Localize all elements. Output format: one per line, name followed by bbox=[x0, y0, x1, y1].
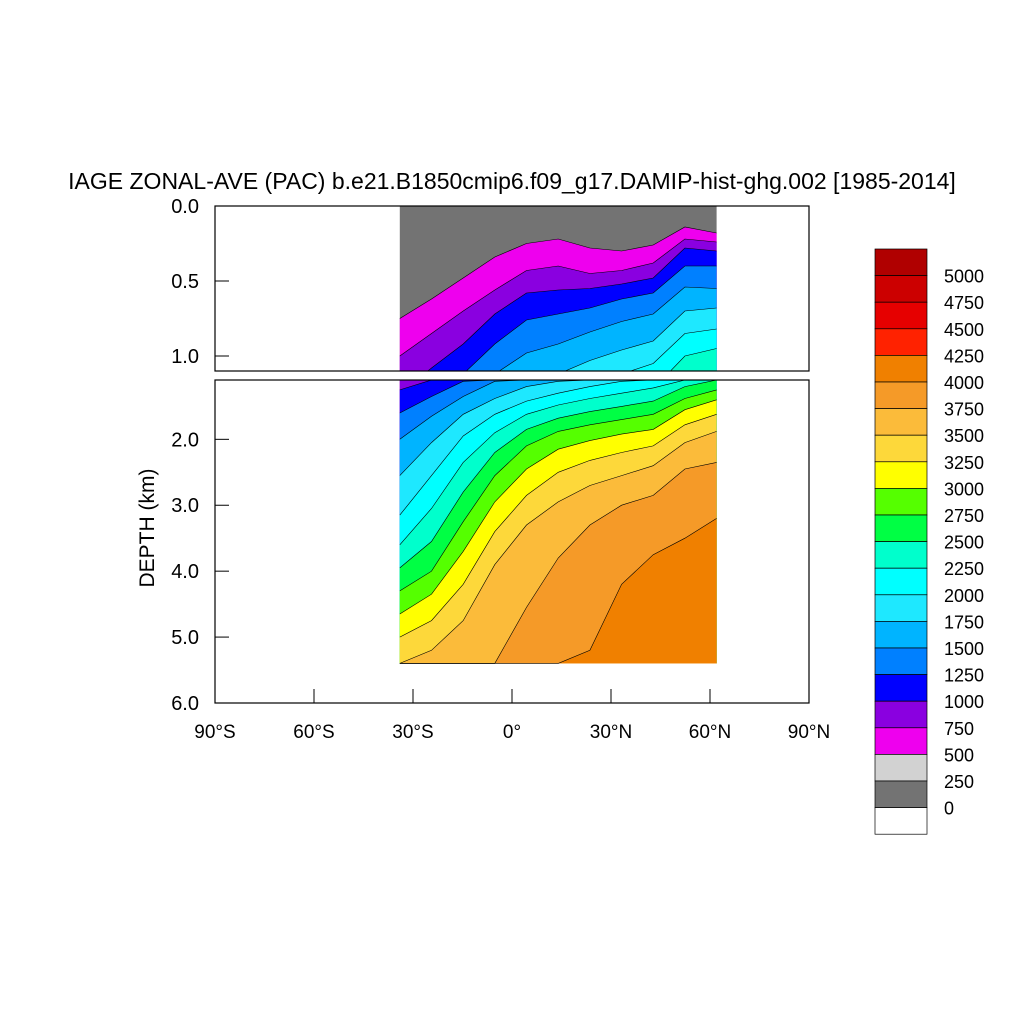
colorbar-label: 0 bbox=[944, 799, 954, 819]
x-tick-label: 60°N bbox=[689, 722, 731, 743]
colorbar-label: 4500 bbox=[944, 320, 984, 340]
x-tick-label: 60°S bbox=[293, 722, 334, 743]
chart-title: IAGE ZONAL-AVE (PAC) b.e21.B1850cmip6.f0… bbox=[68, 168, 956, 194]
upper-contour-500 bbox=[399, 238, 717, 357]
x-tick-label: 0° bbox=[503, 722, 521, 743]
colorbar-label: 3500 bbox=[944, 426, 984, 446]
colorbar-label: 3750 bbox=[944, 400, 984, 420]
colorbar-label: 4000 bbox=[944, 373, 984, 393]
lower-contour-2750 bbox=[399, 399, 717, 615]
y-tick-label: 0.0 bbox=[171, 196, 199, 218]
colorbar-label: 2500 bbox=[944, 533, 984, 553]
lower-contour-1000 bbox=[399, 380, 717, 414]
colorbar-label: 750 bbox=[944, 719, 974, 739]
colorbar-box bbox=[874, 700, 928, 729]
lower-band-3750 bbox=[399, 518, 717, 664]
y-tick-label: 4.0 bbox=[171, 561, 199, 583]
colorbar-box bbox=[874, 301, 928, 330]
lower-contour-3750 bbox=[399, 518, 717, 664]
colorbar-label: 5000 bbox=[944, 267, 984, 287]
colorbar-label: 2750 bbox=[944, 506, 984, 526]
y-tick-label: 0.5 bbox=[171, 271, 199, 293]
upper-band-2000 bbox=[399, 348, 717, 371]
colorbar-box bbox=[874, 408, 928, 436]
colorbar-label: 3250 bbox=[944, 453, 984, 473]
colorbar-box bbox=[874, 780, 928, 808]
colorbar-box bbox=[874, 621, 928, 649]
colorbar-label: 1000 bbox=[944, 692, 984, 712]
y-tick-label: 6.0 bbox=[171, 693, 199, 715]
colorbar-box bbox=[874, 248, 928, 276]
upper-contour-3750 bbox=[400, 686, 717, 1016]
lower-contour-3250 bbox=[399, 431, 717, 664]
colorbar-label: 4750 bbox=[944, 293, 984, 313]
colorbar-box bbox=[874, 514, 928, 542]
y-tick-label: 5.0 bbox=[171, 627, 199, 649]
x-tick-label: 90°N bbox=[788, 722, 830, 743]
lower-contour-2500 bbox=[399, 389, 717, 592]
upper-contour-1000 bbox=[465, 265, 717, 371]
lower-panel-data bbox=[399, 380, 717, 664]
colorbar-box bbox=[874, 647, 928, 675]
colorbar-label: 1750 bbox=[944, 612, 984, 632]
colorbar-label: 2250 bbox=[944, 559, 984, 579]
x-tick-label: 30°S bbox=[392, 722, 433, 743]
upper-panel-frame bbox=[214, 205, 810, 372]
upper-contour-1750 bbox=[629, 328, 717, 371]
upper-panel-data bbox=[399, 206, 717, 1016]
colorbar-label: 1500 bbox=[944, 639, 984, 659]
colorbar-box bbox=[874, 461, 928, 489]
colorbar-label: 3000 bbox=[944, 479, 984, 499]
colorbar-box bbox=[874, 434, 928, 463]
y-axis-label: DEPTH (km) bbox=[136, 469, 159, 588]
colorbar-label: 1250 bbox=[944, 666, 984, 686]
colorbar-label: 500 bbox=[944, 745, 974, 765]
colorbar-box bbox=[874, 807, 928, 835]
lower-contour-2250 bbox=[399, 380, 717, 569]
y-tick-label: 2.0 bbox=[171, 429, 199, 451]
colorbar-box bbox=[874, 594, 928, 622]
lower-contour-1250 bbox=[399, 380, 717, 440]
lower-contour-1750 bbox=[399, 380, 717, 516]
x-tick-label: 30°N bbox=[590, 722, 632, 743]
y-tick-label: 3.0 bbox=[171, 495, 199, 517]
colorbar-box bbox=[874, 567, 928, 596]
colorbar-box bbox=[874, 355, 928, 383]
colorbar-label: 250 bbox=[944, 772, 974, 792]
x-tick-label: 90°S bbox=[194, 722, 235, 743]
colorbar-box bbox=[874, 727, 928, 755]
colorbar: 5000475045004250400037503500325030002750… bbox=[874, 248, 984, 835]
y-tick-label: 1.0 bbox=[171, 346, 199, 368]
lower-contour-3000 bbox=[399, 414, 717, 638]
upper-contour-250 bbox=[399, 226, 717, 319]
upper-contour-1250 bbox=[498, 286, 717, 371]
colorbar-box bbox=[874, 381, 928, 409]
colorbar-box bbox=[874, 488, 928, 516]
colorbar-box bbox=[874, 541, 928, 569]
colorbar-label: 2000 bbox=[944, 586, 984, 606]
colorbar-label: 4250 bbox=[944, 346, 984, 366]
axes: 90°S 60°S 30°S 0° 30°N 60°N 90°N 0.0 0.5 1.0 2.0 3.… bbox=[171, 196, 830, 743]
lower-contour-1500 bbox=[399, 380, 717, 476]
upper-band-1500 bbox=[399, 308, 717, 371]
upper-contour-750 bbox=[427, 247, 717, 371]
colorbar-box bbox=[874, 275, 928, 303]
lower-contour-2000 bbox=[399, 380, 717, 545]
upper-contour-1500 bbox=[564, 307, 717, 371]
colorbar-box bbox=[874, 754, 928, 782]
colorbar-box bbox=[874, 328, 928, 356]
colorbar-box bbox=[874, 674, 928, 702]
